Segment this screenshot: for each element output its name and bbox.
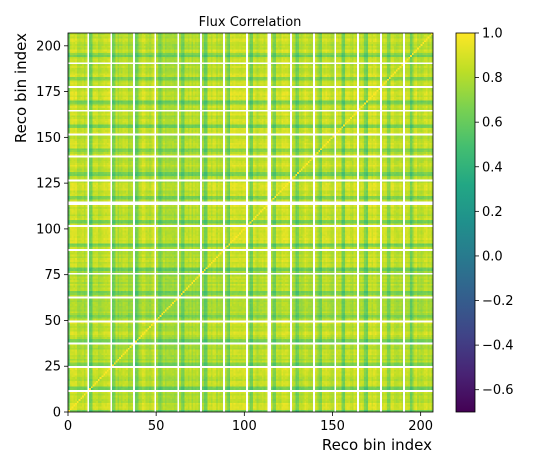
heatmap	[68, 33, 433, 412]
chart-title: Flux Correlation	[199, 15, 302, 30]
colorbar-tick-label: 0.8	[482, 71, 503, 86]
colorbar-tick-label: 0.0	[482, 249, 503, 264]
y-tick-label: 50	[44, 314, 61, 329]
x-tick-label: 150	[320, 419, 345, 434]
x-tick-label: 0	[64, 419, 72, 434]
colorbar-tick-label: −0.4	[482, 339, 514, 354]
colorbar-tick-label: 0.2	[482, 205, 503, 220]
colorbar-tick-label: 0.4	[482, 160, 503, 175]
y-tick-label: 200	[36, 39, 61, 54]
x-tick-label: 100	[232, 419, 257, 434]
y-tick-label: 125	[36, 177, 61, 192]
y-tick-label: 150	[36, 131, 61, 146]
y-tick-label: 100	[36, 222, 61, 237]
y-axis: 0 25 50 75 100 125 150 175 200	[36, 39, 68, 421]
x-tick-label: 200	[408, 419, 433, 434]
y-tick-label: 75	[44, 268, 61, 283]
x-tick-label: 50	[148, 419, 165, 434]
x-axis-label: Reco bin index	[322, 436, 432, 454]
colorbar-tick-label: −0.6	[482, 383, 514, 398]
y-tick-label: 0	[53, 406, 61, 421]
colorbar-tick-label: −0.2	[482, 294, 514, 309]
colorbar-tick-label: 1.0	[482, 27, 503, 42]
y-tick-label: 25	[44, 360, 61, 375]
heatmap-image	[68, 33, 433, 412]
y-axis-label: Reco bin index	[12, 33, 30, 143]
plot-frame	[67, 32, 434, 413]
x-axis: 0 50 100 150 200	[64, 412, 433, 434]
colorbar-tick-label: 0.6	[482, 116, 503, 131]
colorbar: 1.0 0.8 0.6 0.4 0.2 0.0 −0.2 −0.4 −0.6	[455, 27, 514, 413]
colorbar-gradient	[455, 32, 476, 413]
y-tick-label: 175	[36, 85, 61, 100]
